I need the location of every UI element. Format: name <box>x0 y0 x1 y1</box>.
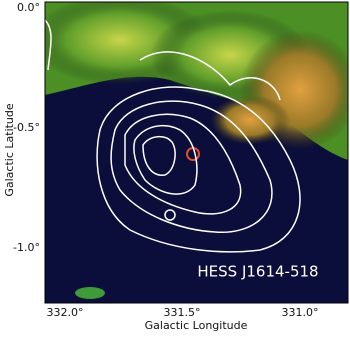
sky-image: HESS J1614-518 <box>45 2 348 303</box>
x-tick-label: 331.5° <box>164 306 201 319</box>
frame <box>44 1 349 304</box>
source-label: HESS J1614-518 <box>197 263 318 281</box>
x-tick-label: 331.0° <box>282 306 319 319</box>
x-axis-label: Galactic Longitude <box>145 319 248 332</box>
x-tick-label: 332.0° <box>47 306 84 319</box>
y-tick-label: 0.0° <box>17 1 40 14</box>
y-tick-label: -1.0° <box>13 241 40 254</box>
y-axis-label: Galactic Latitude <box>3 103 16 197</box>
y-tick-label: -0.5° <box>13 121 40 134</box>
